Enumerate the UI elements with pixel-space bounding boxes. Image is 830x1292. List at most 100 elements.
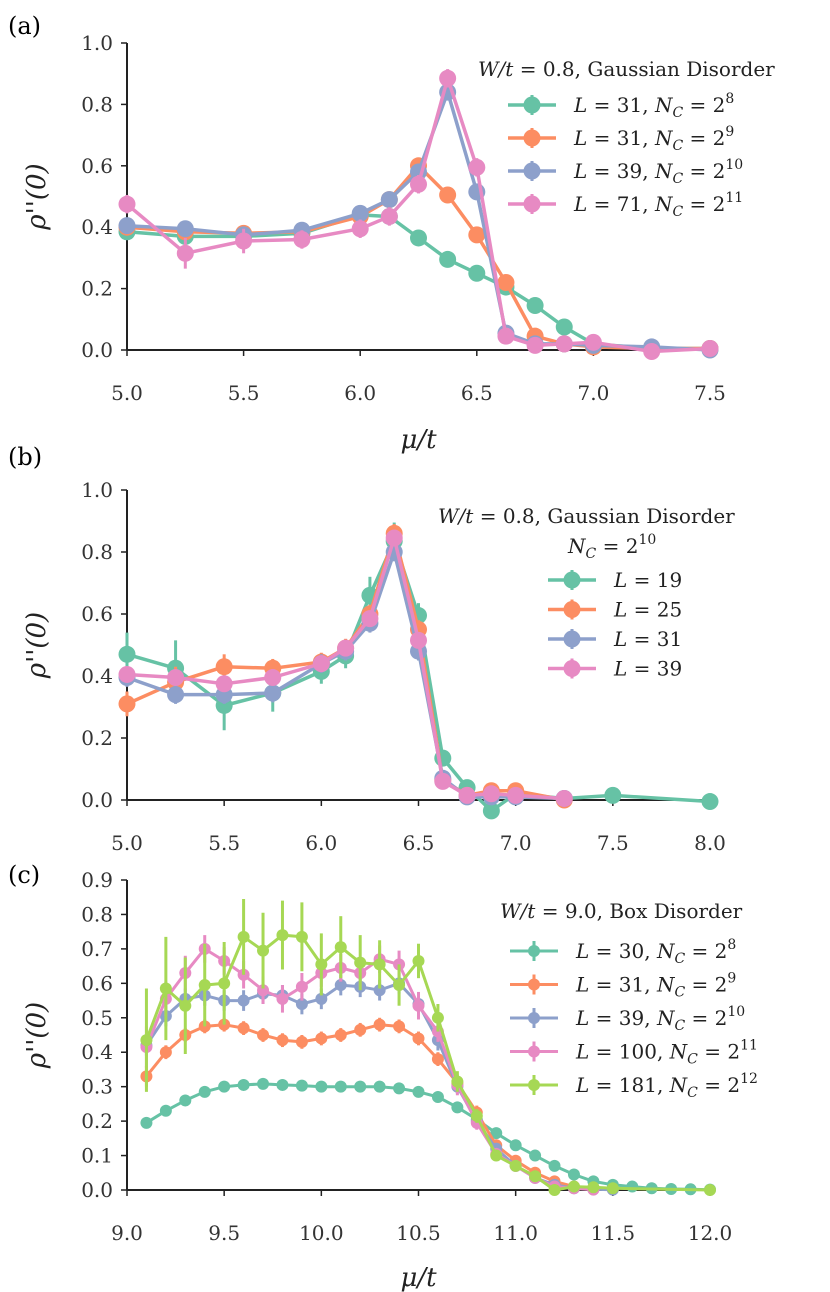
y-axis-title: ρ''(0) (22, 1002, 52, 1069)
legend-title: W/t = 9.0, Box Disorder (500, 899, 743, 923)
legend-marker (528, 1079, 540, 1091)
legend-title: NC = 210 (567, 532, 656, 562)
x-tick-label: 9.0 (111, 1221, 143, 1245)
data-point (458, 786, 476, 804)
data-point (179, 999, 192, 1012)
x-tick-label: 7.5 (694, 381, 726, 405)
legend-marker (523, 96, 541, 114)
x-tick-label: 6.5 (403, 831, 435, 855)
data-point (351, 204, 369, 222)
x-tick-label: 11.0 (493, 1221, 538, 1245)
data-point (410, 175, 427, 193)
legend-label: L = 100, NC = 211 (575, 1038, 758, 1068)
data-point (497, 273, 515, 291)
legend-marker (523, 195, 541, 213)
y-tick-label: 0.9 (81, 868, 113, 892)
data-point (257, 984, 270, 997)
series-line (145, 1082, 711, 1192)
legend-label: L = 30, NC = 28 (575, 937, 736, 967)
data-point (198, 979, 211, 992)
data-point (373, 1080, 386, 1093)
series-3 (118, 83, 719, 359)
y-axis-title: ρ''(0) (22, 612, 52, 679)
data-point (555, 789, 573, 807)
data-point (295, 998, 308, 1010)
x-tick-label: 7.0 (500, 831, 532, 855)
x-tick-label: 5.5 (208, 831, 240, 855)
legend-marker (563, 571, 581, 589)
data-point (468, 226, 486, 244)
legend: W/t = 9.0, Box Disorder L = 30, NC = 28 L … (500, 899, 758, 1101)
panel-letter: (a) (8, 12, 41, 40)
data-point (140, 1034, 153, 1047)
x-tick-label: 11.5 (591, 1221, 636, 1245)
data-point (276, 1078, 289, 1091)
data-point (198, 1085, 211, 1098)
series-1 (118, 206, 719, 357)
data-point (604, 786, 622, 804)
data-point (526, 296, 544, 314)
data-point (701, 793, 719, 811)
data-point (257, 944, 270, 957)
data-point (584, 333, 602, 351)
y-tick-label: 0.5 (81, 1006, 113, 1030)
legend-label: L = 31, NC = 28 (573, 91, 734, 121)
x-tick-label: 6.0 (305, 831, 337, 855)
legend-marker (528, 1045, 540, 1058)
series-5 (140, 898, 716, 1196)
y-tick-label: 0.6 (81, 602, 113, 626)
legend-label: L = 31, NC = 29 (573, 124, 734, 154)
data-point (393, 1020, 406, 1033)
x-tick-label: 6.0 (344, 381, 376, 405)
data-point (176, 244, 194, 262)
x-axis-title: μ/t (400, 1263, 437, 1292)
data-point (555, 335, 573, 353)
data-point (276, 992, 289, 1005)
y-tick-label: 0.4 (81, 215, 113, 239)
data-point (482, 785, 500, 803)
data-point (235, 232, 253, 250)
data-point (490, 1149, 503, 1162)
data-point (118, 195, 136, 213)
x-tick-label: 5.0 (111, 381, 143, 405)
data-point (237, 930, 250, 943)
y-axis-title: ρ''(0) (22, 163, 52, 230)
chart-panel-2: (b) 5.0 5.5 6.0 6.5 7.0 7.5 8.0 0.0 0.2 0.4 0.6 0.8 1… (8, 443, 735, 855)
data-point (451, 1101, 464, 1114)
y-tick-label: 0.6 (81, 154, 113, 178)
x-tick-label: 12.0 (688, 1221, 733, 1245)
data-point (380, 191, 398, 209)
data-point (410, 229, 427, 247)
x-tick-label: 10.0 (299, 1221, 344, 1245)
legend-marker (563, 660, 581, 677)
data-point (354, 1080, 367, 1093)
x-axis-title: μ/t (400, 425, 437, 455)
data-point (373, 984, 386, 997)
legend-label: L = 181, NC = 212 (575, 1071, 758, 1101)
legend-marker (528, 1012, 540, 1024)
data-point (385, 529, 403, 547)
series-line (145, 1023, 613, 1191)
legend-title: W/t = 0.8, Gaussian Disorder (438, 504, 735, 528)
data-point (334, 1029, 347, 1041)
x-tick-label: 9.5 (208, 1221, 240, 1245)
y-tick-label: 0.4 (81, 1040, 113, 1064)
data-point (509, 1139, 522, 1152)
data-point (176, 220, 194, 238)
legend-marker (563, 601, 581, 618)
data-point (257, 1077, 270, 1090)
data-point (354, 1023, 367, 1036)
y-tick-label: 0.2 (81, 277, 113, 301)
data-point (490, 1127, 503, 1140)
legend: W/t = 0.8, Gaussian Disorder NC = 210 L = … (438, 504, 735, 681)
data-point (529, 1170, 542, 1183)
data-point (118, 645, 136, 663)
legend: W/t = 0.8, Gaussian Disorder L = 31, NC =… (478, 57, 775, 220)
data-point (555, 318, 573, 336)
legend-label: L = 19 (613, 568, 682, 592)
y-tick-label: 0.0 (81, 1178, 113, 1202)
data-point (118, 695, 136, 713)
data-point (295, 1035, 308, 1048)
data-point (351, 220, 369, 238)
y-tick-label: 0.8 (81, 92, 113, 116)
